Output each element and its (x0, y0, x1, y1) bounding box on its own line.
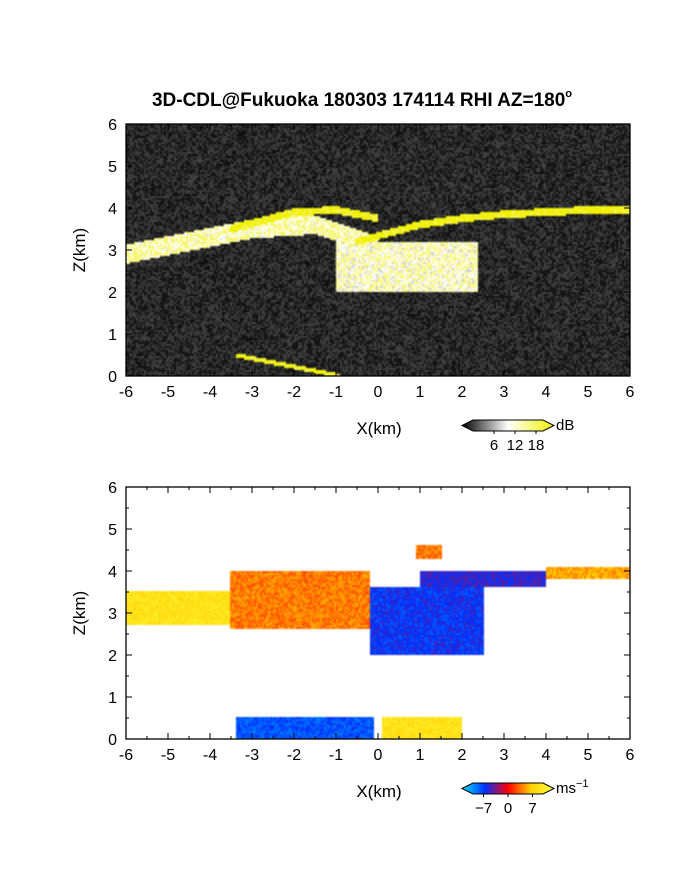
x-tick-label: 3 (500, 747, 509, 764)
x-tick-label: -6 (119, 747, 133, 764)
y-tick-label: 6 (108, 117, 117, 134)
y-tick-label: 4 (108, 564, 117, 581)
x-tick-label: 0 (374, 747, 383, 764)
x-tick-label: -3 (245, 384, 259, 401)
colorbar-tick-label: 12 (507, 437, 524, 454)
x-tick-label: -3 (245, 747, 259, 764)
y-tick-label: 3 (108, 606, 117, 623)
y-tick-label: 5 (108, 522, 117, 539)
echo-raster (126, 124, 630, 376)
y-tick-label: 6 (108, 480, 117, 497)
y-tick-label: 2 (108, 285, 117, 302)
y-tick-label: 2 (108, 648, 117, 665)
x-tick-label: 1 (416, 747, 425, 764)
x-tick-label: 6 (626, 747, 635, 764)
x-tick-label: -1 (329, 384, 343, 401)
colorbar-tick-label: 18 (528, 437, 545, 454)
x-tick-label: 3 (500, 384, 509, 401)
colorbar-tick-label: 6 (490, 437, 498, 454)
y-tick-label: 4 (108, 201, 117, 218)
colorbar-unit: dB (556, 417, 574, 434)
colorbar (460, 419, 556, 432)
x-tick-label: 4 (542, 747, 551, 764)
x-tick-label: 4 (542, 384, 551, 401)
y-tick-label: 5 (108, 159, 117, 176)
echo-raster (126, 487, 630, 739)
y-axis-label: Z(km) (70, 591, 89, 635)
x-tick-label: -4 (203, 747, 217, 764)
y-tick-label: 1 (108, 327, 117, 344)
x-tick-label: -4 (203, 384, 217, 401)
x-tick-label: 6 (626, 384, 635, 401)
x-tick-label: 2 (458, 384, 467, 401)
y-tick-label: 0 (108, 369, 117, 386)
x-tick-label: -5 (161, 747, 175, 764)
x-tick-label: 0 (374, 384, 383, 401)
title-text: 3D-CDL@Fukuoka 180303 174114 RHI AZ=180 (152, 90, 565, 111)
x-tick-label: 5 (584, 384, 593, 401)
x-tick-label: 2 (458, 747, 467, 764)
colorbar-tick-label: 0 (504, 800, 512, 817)
y-axis-label: Z(km) (70, 228, 89, 272)
x-tick-label: -2 (287, 384, 301, 401)
x-tick-label: 1 (416, 384, 425, 401)
colorbar (460, 782, 556, 795)
colorbar-tick-label: −7 (475, 800, 492, 817)
y-tick-label: 3 (108, 243, 117, 260)
y-tick-label: 1 (108, 690, 117, 707)
title-degree: o (565, 88, 572, 100)
x-tick-label: -6 (119, 384, 133, 401)
x-tick-label: -1 (329, 747, 343, 764)
x-axis-label: X(km) (356, 782, 401, 801)
x-axis-label: X(km) (356, 419, 401, 438)
figure-title: 3D-CDL@Fukuoka 180303 174114 RHI AZ=180o (152, 88, 572, 111)
x-tick-label: -2 (287, 747, 301, 764)
colorbar-unit: ms−1 (556, 778, 589, 797)
y-tick-label: 0 (108, 732, 117, 749)
x-tick-label: -5 (161, 384, 175, 401)
x-tick-label: 5 (584, 747, 593, 764)
colorbar-tick-label: 7 (528, 800, 536, 817)
